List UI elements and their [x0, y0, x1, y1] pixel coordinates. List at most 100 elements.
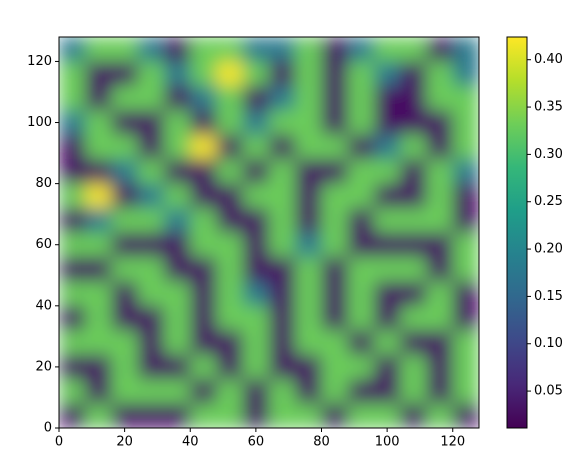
- heat-cell: [295, 330, 322, 356]
- heat-cell: [59, 232, 86, 258]
- heat-cell: [426, 256, 454, 282]
- heat-cell: [111, 183, 139, 209]
- heat-cell: [85, 85, 112, 111]
- heat-cell: [321, 281, 349, 307]
- heat-cell: [164, 183, 191, 209]
- heat-cell: [347, 330, 375, 356]
- heat-cell: [295, 134, 322, 160]
- colorbar-tick-label: 0.30: [534, 147, 563, 162]
- x-tick-label: 120: [440, 435, 465, 450]
- heat-cell: [269, 183, 296, 209]
- heat-cell: [190, 208, 217, 233]
- heat-cell: [85, 159, 112, 185]
- heat-cell: [242, 379, 270, 405]
- heat-cell: [164, 256, 191, 282]
- heat-cell: [374, 281, 401, 307]
- heat-cell: [374, 256, 401, 282]
- heat-cell: [347, 183, 375, 209]
- heat-cell: [426, 85, 454, 111]
- heat-cell: [111, 159, 139, 185]
- heat-cell: [426, 159, 454, 185]
- heat-cell: [164, 208, 191, 233]
- heat-cell: [295, 354, 322, 380]
- heat-cell: [190, 232, 217, 258]
- heat-cell: [85, 37, 112, 62]
- heat-cell: [190, 61, 217, 87]
- colorbar: [506, 36, 528, 429]
- heat-cell: [164, 61, 191, 87]
- heat-cell: [321, 134, 349, 160]
- heat-cell: [452, 159, 479, 185]
- heat-cell: [374, 110, 401, 136]
- heat-cell: [137, 379, 165, 405]
- heat-cell: [190, 183, 217, 209]
- heat-cell: [137, 208, 165, 233]
- heat-cell: [374, 354, 401, 380]
- heat-cell: [321, 208, 349, 233]
- heat-cell: [426, 330, 454, 356]
- heat-cell: [216, 256, 244, 282]
- heat-cell: [137, 330, 165, 356]
- heat-cell: [242, 281, 270, 307]
- heat-cell: [216, 110, 244, 136]
- heat-cell: [111, 134, 139, 160]
- heat-cell: [269, 159, 296, 185]
- heat-cell: [374, 37, 401, 62]
- heat-cell: [59, 330, 86, 356]
- heat-cell: [374, 379, 401, 405]
- heat-cell: [452, 305, 479, 331]
- x-tick-label: 20: [116, 435, 133, 450]
- heat-cell: [216, 281, 244, 307]
- heat-cell: [426, 134, 454, 160]
- heat-cell: [111, 256, 139, 282]
- heat-cell: [321, 183, 349, 209]
- heat-cell: [374, 232, 401, 258]
- heat-cell: [216, 403, 244, 428]
- heat-cell: [242, 183, 270, 209]
- heat-cell: [216, 305, 244, 331]
- heat-cell: [216, 330, 244, 356]
- heat-cell: [374, 305, 401, 331]
- plot-frame: [58, 36, 480, 429]
- heat-cell: [59, 61, 86, 87]
- heat-cell: [137, 61, 165, 87]
- heat-cell: [295, 281, 322, 307]
- heat-cell: [426, 379, 454, 405]
- heat-cell: [374, 403, 401, 428]
- heat-cell: [400, 330, 427, 356]
- heatmap-cells: [59, 37, 479, 428]
- heat-cell: [59, 110, 86, 136]
- heat-cell: [452, 281, 479, 307]
- heat-cell: [452, 110, 479, 136]
- heat-cell: [374, 134, 401, 160]
- heat-cell: [426, 354, 454, 380]
- heat-cell: [347, 208, 375, 233]
- heat-cell: [242, 305, 270, 331]
- heat-cell: [111, 61, 139, 87]
- heat-cell: [242, 208, 270, 233]
- heat-cell: [85, 134, 112, 160]
- heat-cell: [137, 305, 165, 331]
- heat-cell: [400, 159, 427, 185]
- heat-cell: [400, 281, 427, 307]
- heat-cell: [295, 110, 322, 136]
- heat-cell: [452, 134, 479, 160]
- heat-cell: [347, 110, 375, 136]
- heat-cell: [164, 110, 191, 136]
- heat-cell: [321, 110, 349, 136]
- heat-cell: [295, 37, 322, 62]
- heat-cell: [190, 281, 217, 307]
- y-tick-label: 0: [44, 421, 52, 436]
- heat-cell: [321, 305, 349, 331]
- heat-cell: [164, 330, 191, 356]
- heat-cell: [85, 256, 112, 282]
- heat-cell: [321, 379, 349, 405]
- heat-cell: [111, 379, 139, 405]
- heat-cell: [295, 183, 322, 209]
- heat-cell: [426, 183, 454, 209]
- heat-cell: [452, 183, 479, 209]
- heat-cell: [295, 305, 322, 331]
- heat-cell: [347, 305, 375, 331]
- heat-cell: [321, 85, 349, 111]
